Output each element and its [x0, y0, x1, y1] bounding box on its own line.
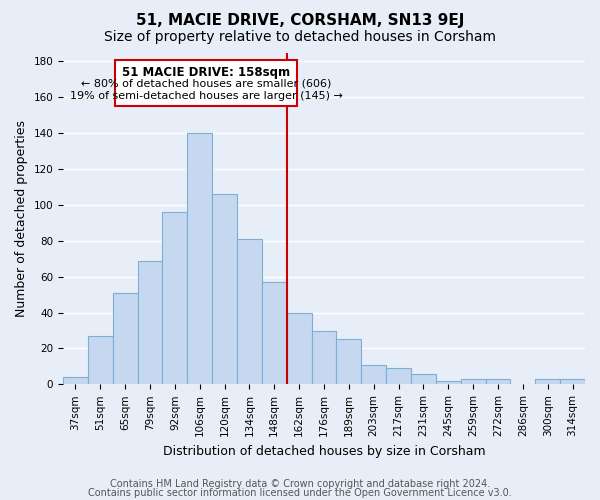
Bar	[187, 133, 212, 384]
Bar	[485, 379, 511, 384]
X-axis label: Distribution of detached houses by size in Corsham: Distribution of detached houses by size …	[163, 444, 485, 458]
Bar	[262, 282, 287, 384]
Bar	[88, 336, 113, 384]
Bar	[212, 194, 237, 384]
Bar	[137, 260, 163, 384]
Text: Contains public sector information licensed under the Open Government Licence v3: Contains public sector information licen…	[88, 488, 512, 498]
Text: 51, MACIE DRIVE, CORSHAM, SN13 9EJ: 51, MACIE DRIVE, CORSHAM, SN13 9EJ	[136, 12, 464, 28]
Bar	[337, 340, 361, 384]
Bar	[386, 368, 411, 384]
Text: Size of property relative to detached houses in Corsham: Size of property relative to detached ho…	[104, 30, 496, 44]
Text: 51 MACIE DRIVE: 158sqm: 51 MACIE DRIVE: 158sqm	[122, 66, 290, 79]
Text: Contains HM Land Registry data © Crown copyright and database right 2024.: Contains HM Land Registry data © Crown c…	[110, 479, 490, 489]
Text: ← 80% of detached houses are smaller (606): ← 80% of detached houses are smaller (60…	[81, 78, 331, 88]
Bar	[63, 377, 88, 384]
Bar	[461, 379, 485, 384]
Bar	[311, 330, 337, 384]
Y-axis label: Number of detached properties: Number of detached properties	[15, 120, 28, 317]
Bar	[287, 312, 311, 384]
FancyBboxPatch shape	[115, 60, 296, 106]
Bar	[560, 379, 585, 384]
Bar	[411, 374, 436, 384]
Text: 19% of semi-detached houses are larger (145) →: 19% of semi-detached houses are larger (…	[70, 91, 343, 101]
Bar	[436, 380, 461, 384]
Bar	[237, 239, 262, 384]
Bar	[113, 293, 137, 384]
Bar	[535, 379, 560, 384]
Bar	[361, 364, 386, 384]
Bar	[163, 212, 187, 384]
